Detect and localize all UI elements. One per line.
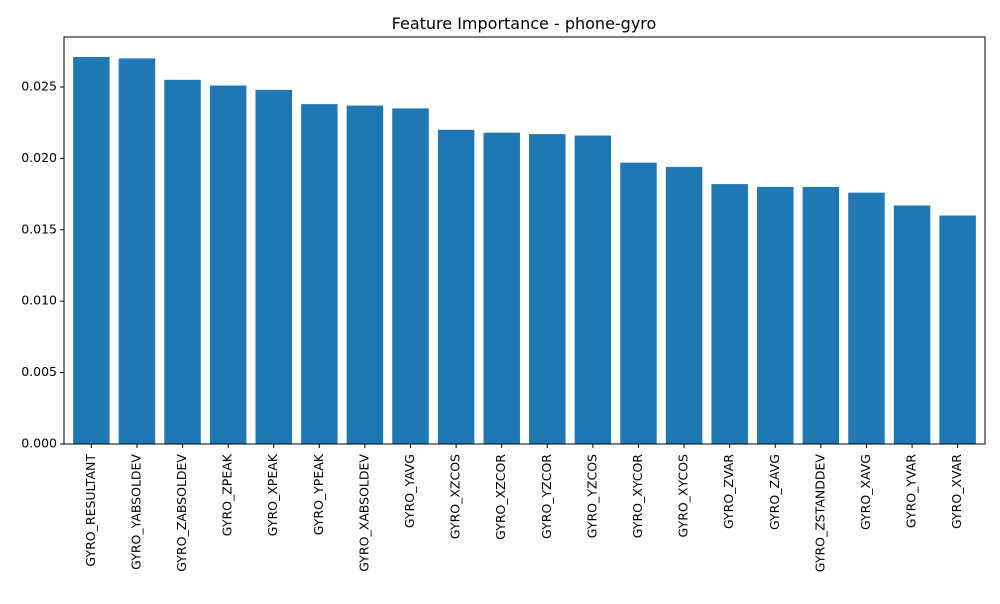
bar-gyro-xvar [939,215,976,444]
x-tick-label: GYRO_XZCOR [493,454,508,540]
x-tick-label: GYRO_ZVAR [721,454,736,529]
bars-layer [73,56,976,445]
bar-gyro-yabsoldev [118,58,156,445]
x-tick-label: GYRO_ZSTANDDEV [812,454,827,573]
bar-gyro-xabsoldev [346,105,384,445]
x-tick-label: GYRO_YAVG [402,454,417,528]
x-tick-label: GYRO_YZCOR [539,454,554,539]
y-axis: 0.000 0.005 0.010 0.015 0.020 0.025 [21,78,64,451]
bar-gyro-zabsoldev [164,79,201,444]
chart-title: Feature Importance - phone-gyro [392,14,657,33]
bar-gyro-xpeak [255,89,292,444]
y-tick-label: 0.015 [21,221,57,236]
y-tick-label: 0.010 [21,293,57,308]
bar-gyro-yvar [893,205,931,444]
x-tick-label: GYRO_YZCOS [584,454,599,538]
y-tick-label: 0.020 [21,150,57,165]
x-tick-label: GYRO_XZCOS [448,454,463,539]
x-tick-label: GYRO_YPEAK [311,453,326,535]
x-tick-label: GYRO_XYCOR [630,454,645,539]
bar-gyro-yzcos [574,135,612,445]
bar-gyro-xavg [848,192,885,444]
x-axis: GYRO_RESULTANT GYRO_YABSOLDEV GYRO_ZABSOLD… [83,444,964,572]
bar-gyro-zpeak [209,85,247,445]
bar-gyro-ypeak [301,104,338,445]
x-tick-label: GYRO_YVAR [904,454,919,528]
bar-gyro-xzcor [483,132,520,444]
bar-gyro-xycor [620,162,657,445]
x-tick-label: GYRO_ZAVG [767,454,782,530]
y-tick-label: 0.025 [21,78,57,93]
bar-gyro-yavg [392,108,429,445]
bar-gyro-zvar [711,184,748,444]
bar-gyro-yzcor [529,134,566,445]
x-tick-label: GYRO_XAVG [858,454,873,530]
y-tick-label: 0.000 [21,436,57,451]
y-tick-label: 0.005 [21,364,57,379]
bar-gyro-xycos [665,166,703,444]
bar-gyro-zstanddev [802,186,840,444]
x-tick-label: GYRO_YABSOLDEV [128,454,143,570]
plot-frame [63,36,986,445]
bar-gyro-resultant [73,56,110,445]
x-tick-label: GYRO_ZABSOLDEV [174,454,189,572]
x-tick-label: GYRO_XABSOLDEV [356,454,371,572]
bar-gyro-xzcos [437,129,475,444]
bar-gyro-zavg [757,186,794,444]
x-tick-label: GYRO_RESULTANT [83,454,98,567]
x-tick-label: GYRO_ZPEAK [220,453,235,536]
x-tick-label: GYRO_XPEAK [265,453,280,536]
x-tick-label: GYRO_XVAR [949,454,964,529]
x-tick-label: GYRO_XYCOS [676,454,691,538]
